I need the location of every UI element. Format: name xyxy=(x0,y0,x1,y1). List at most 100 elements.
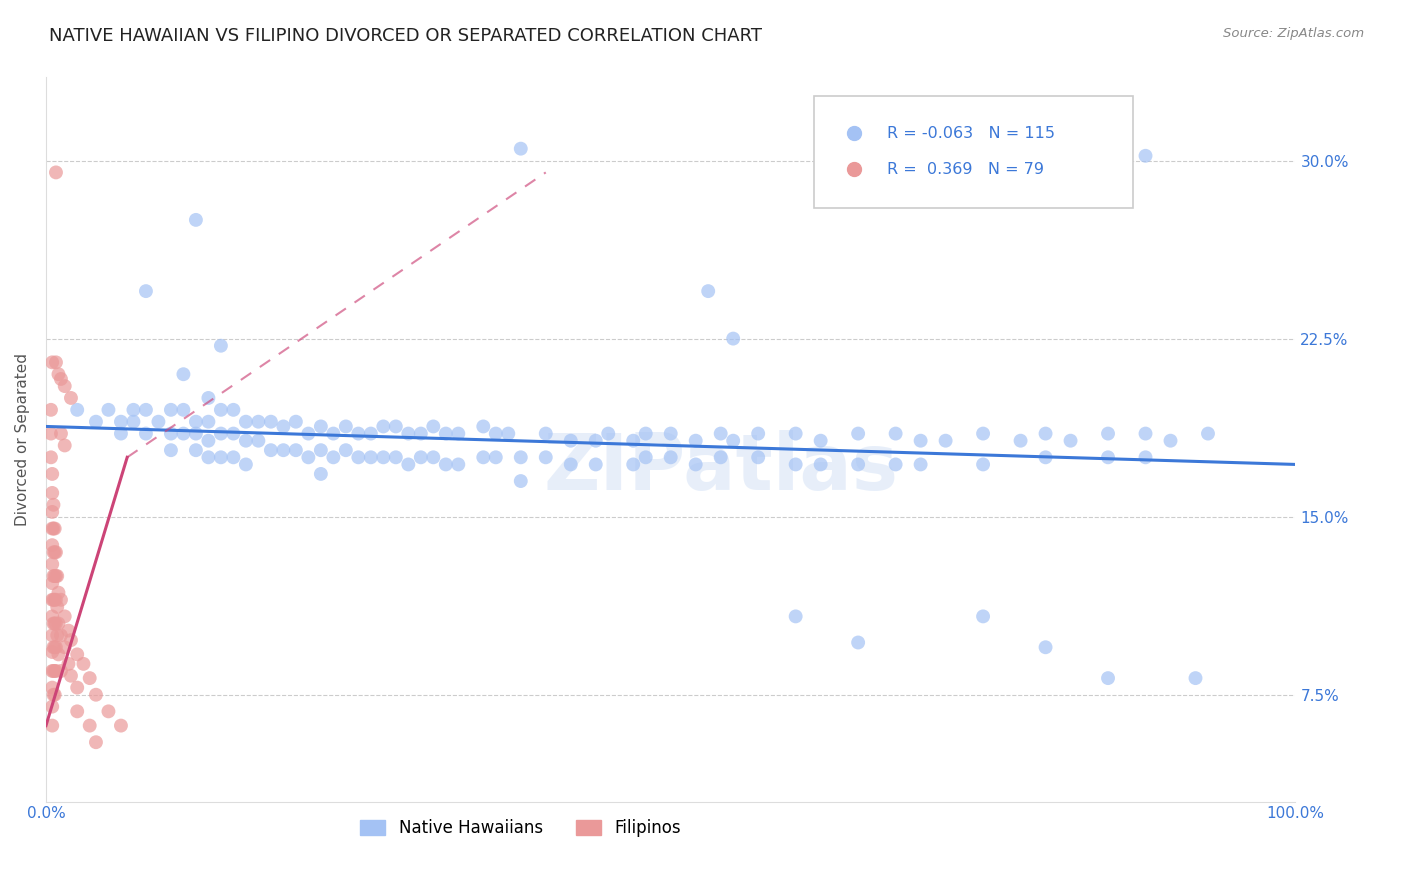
Point xyxy=(472,450,495,465)
Point xyxy=(284,415,307,429)
Point xyxy=(1035,426,1057,441)
Point xyxy=(846,635,869,649)
Point xyxy=(710,426,733,441)
Point xyxy=(335,443,357,458)
Point xyxy=(79,671,101,685)
Point xyxy=(846,458,869,472)
Point xyxy=(41,522,63,536)
Point xyxy=(59,633,82,648)
Point xyxy=(46,599,69,614)
Point xyxy=(41,486,63,500)
Point xyxy=(172,402,194,417)
Point xyxy=(472,419,495,434)
Point xyxy=(49,592,72,607)
Point xyxy=(48,585,70,599)
Point xyxy=(373,450,395,465)
Point xyxy=(59,669,82,683)
Point xyxy=(396,458,419,472)
Point xyxy=(1184,671,1206,685)
Point xyxy=(309,419,332,434)
Point xyxy=(48,616,70,631)
Point xyxy=(197,415,219,429)
Point xyxy=(42,498,65,512)
Point xyxy=(41,592,63,607)
Point xyxy=(41,355,63,369)
Point xyxy=(97,704,120,718)
Point xyxy=(79,718,101,732)
Point xyxy=(560,434,582,448)
Point xyxy=(148,415,170,429)
Point xyxy=(53,609,76,624)
Point xyxy=(509,142,531,156)
Point xyxy=(498,426,520,441)
Point xyxy=(72,657,94,671)
Point xyxy=(41,505,63,519)
Point xyxy=(209,450,232,465)
Point xyxy=(235,458,257,472)
Point xyxy=(621,434,644,448)
Point xyxy=(160,426,183,441)
Point xyxy=(1010,434,1032,448)
Point xyxy=(1097,426,1119,441)
Point xyxy=(385,450,408,465)
Point xyxy=(42,664,65,678)
Point xyxy=(66,402,89,417)
Point xyxy=(309,443,332,458)
Point xyxy=(97,402,120,417)
Point xyxy=(284,443,307,458)
Point xyxy=(46,569,69,583)
Text: R = -0.063   N = 115: R = -0.063 N = 115 xyxy=(887,126,1054,141)
FancyBboxPatch shape xyxy=(814,95,1133,208)
Point xyxy=(135,284,157,298)
Point xyxy=(44,522,66,536)
Point xyxy=(45,569,67,583)
Point xyxy=(42,569,65,583)
Point xyxy=(810,458,832,472)
Point xyxy=(44,592,66,607)
Point xyxy=(49,426,72,441)
Point xyxy=(49,628,72,642)
Point xyxy=(273,443,295,458)
Point xyxy=(160,402,183,417)
Point xyxy=(884,426,907,441)
Point xyxy=(260,443,283,458)
Point xyxy=(44,640,66,655)
Point xyxy=(53,379,76,393)
Point xyxy=(747,426,769,441)
Point xyxy=(685,458,707,472)
Point xyxy=(172,426,194,441)
Point xyxy=(972,426,994,441)
Point xyxy=(846,426,869,441)
Point xyxy=(45,640,67,655)
Point xyxy=(509,450,531,465)
Point xyxy=(53,438,76,452)
Point xyxy=(58,657,80,671)
Point xyxy=(84,688,107,702)
Legend: Native Hawaiians, Filipinos: Native Hawaiians, Filipinos xyxy=(354,813,688,844)
Point xyxy=(209,402,232,417)
Point xyxy=(49,664,72,678)
Point xyxy=(347,426,370,441)
Point xyxy=(184,426,207,441)
Point xyxy=(910,458,932,472)
Point xyxy=(41,576,63,591)
Point xyxy=(184,415,207,429)
Point xyxy=(322,450,344,465)
Point xyxy=(1035,640,1057,655)
Point xyxy=(810,434,832,448)
Point xyxy=(373,419,395,434)
Point xyxy=(42,616,65,631)
Point xyxy=(41,538,63,552)
Point xyxy=(235,415,257,429)
Point xyxy=(66,648,89,662)
Point xyxy=(785,458,807,472)
Point xyxy=(1035,450,1057,465)
Point xyxy=(59,391,82,405)
Point xyxy=(659,426,682,441)
Point xyxy=(447,426,470,441)
Point xyxy=(44,688,66,702)
Point xyxy=(297,426,319,441)
Point xyxy=(409,450,432,465)
Point xyxy=(45,592,67,607)
Point xyxy=(41,467,63,481)
